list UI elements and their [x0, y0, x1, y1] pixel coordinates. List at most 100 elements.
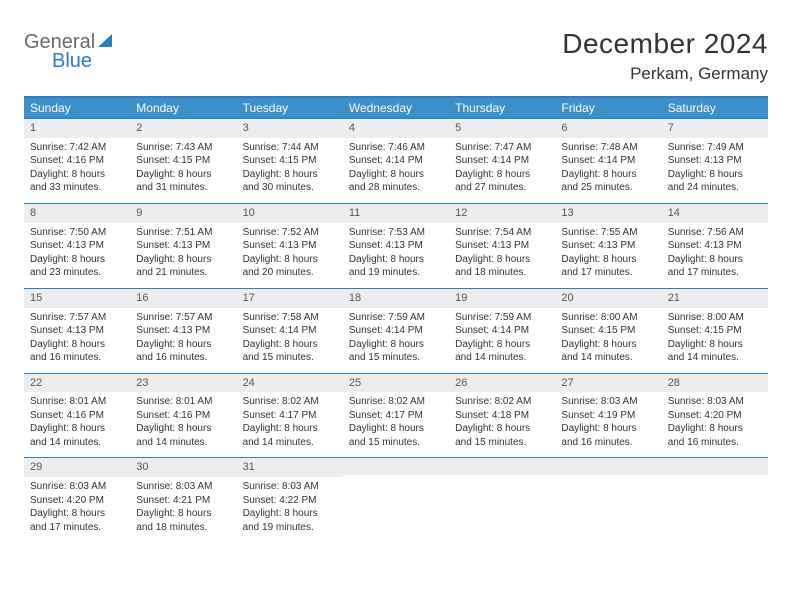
- day-number: 1: [24, 119, 130, 138]
- sunrise-text: Sunrise: 7:57 AM: [136, 311, 230, 325]
- day-cell: 30Sunrise: 8:03 AMSunset: 4:21 PMDayligh…: [130, 458, 236, 542]
- sunrise-text: Sunrise: 8:01 AM: [30, 395, 124, 409]
- day-number: 29: [24, 458, 130, 477]
- empty-day-body: [555, 475, 661, 529]
- sunrise-text: Sunrise: 7:54 AM: [455, 226, 549, 240]
- day-number: 4: [343, 119, 449, 138]
- day-body: Sunrise: 7:54 AMSunset: 4:13 PMDaylight:…: [449, 223, 555, 288]
- sunset-text: Sunset: 4:14 PM: [455, 324, 549, 338]
- day-number: 17: [237, 289, 343, 308]
- sunset-text: Sunset: 4:15 PM: [561, 324, 655, 338]
- sunset-text: Sunset: 4:14 PM: [349, 324, 443, 338]
- day-cell: 18Sunrise: 7:59 AMSunset: 4:14 PMDayligh…: [343, 288, 449, 373]
- day-cell: 17Sunrise: 7:58 AMSunset: 4:14 PMDayligh…: [237, 288, 343, 373]
- day-cell: 15Sunrise: 7:57 AMSunset: 4:13 PMDayligh…: [24, 288, 130, 373]
- day-body: Sunrise: 7:43 AMSunset: 4:15 PMDaylight:…: [130, 138, 236, 203]
- sunset-text: Sunset: 4:20 PM: [30, 494, 124, 508]
- day-number: 8: [24, 204, 130, 223]
- day-cell: 6Sunrise: 7:48 AMSunset: 4:14 PMDaylight…: [555, 119, 661, 204]
- day-body: Sunrise: 7:51 AMSunset: 4:13 PMDaylight:…: [130, 223, 236, 288]
- sunset-text: Sunset: 4:18 PM: [455, 409, 549, 423]
- day-number: 27: [555, 374, 661, 393]
- sunrise-text: Sunrise: 7:42 AM: [30, 141, 124, 155]
- daylight-text: Daylight: 8 hours and 23 minutes.: [30, 253, 124, 280]
- daylight-text: Daylight: 8 hours and 14 minutes.: [561, 338, 655, 365]
- sunset-text: Sunset: 4:15 PM: [136, 154, 230, 168]
- day-cell: 26Sunrise: 8:02 AMSunset: 4:18 PMDayligh…: [449, 373, 555, 458]
- empty-day-number: [662, 458, 768, 475]
- day-body: Sunrise: 7:59 AMSunset: 4:14 PMDaylight:…: [343, 308, 449, 373]
- logo-text: General Blue: [24, 32, 115, 71]
- header: General Blue December 2024 Perkam, Germa…: [24, 28, 768, 84]
- day-number: 28: [662, 374, 768, 393]
- sunset-text: Sunset: 4:14 PM: [349, 154, 443, 168]
- day-number: 12: [449, 204, 555, 223]
- day-body: Sunrise: 8:03 AMSunset: 4:20 PMDaylight:…: [662, 392, 768, 457]
- dow-sunday: Sunday: [24, 97, 130, 119]
- daylight-text: Daylight: 8 hours and 15 minutes.: [349, 422, 443, 449]
- sunrise-text: Sunrise: 7:53 AM: [349, 226, 443, 240]
- sunrise-text: Sunrise: 7:43 AM: [136, 141, 230, 155]
- day-cell: 29 Sunrise: 8:03 AMSunset: 4:20 PMDayligh…: [24, 458, 130, 542]
- day-body: Sunrise: 7:44 AMSunset: 4:15 PMDaylight:…: [237, 138, 343, 203]
- day-cell: 14Sunrise: 7:56 AMSunset: 4:13 PMDayligh…: [662, 203, 768, 288]
- day-cell: 2Sunrise: 7:43 AMSunset: 4:15 PMDaylight…: [130, 119, 236, 204]
- daylight-text: Daylight: 8 hours and 17 minutes.: [30, 507, 124, 534]
- sunrise-text: Sunrise: 8:00 AM: [668, 311, 762, 325]
- sunrise-text: Sunrise: 8:03 AM: [30, 480, 124, 494]
- day-number: 10: [237, 204, 343, 223]
- sunrise-text: Sunrise: 8:03 AM: [243, 480, 337, 494]
- daylight-text: Daylight: 8 hours and 17 minutes.: [561, 253, 655, 280]
- day-cell: 23Sunrise: 8:01 AMSunset: 4:16 PMDayligh…: [130, 373, 236, 458]
- day-cell: 28Sunrise: 8:03 AMSunset: 4:20 PMDayligh…: [662, 373, 768, 458]
- sunrise-text: Sunrise: 7:46 AM: [349, 141, 443, 155]
- day-cell: 31Sunrise: 8:03 AMSunset: 4:22 PMDayligh…: [237, 458, 343, 542]
- sunrise-text: Sunrise: 7:50 AM: [30, 226, 124, 240]
- day-number: 20: [555, 289, 661, 308]
- day-number: 13: [555, 204, 661, 223]
- daylight-text: Daylight: 8 hours and 16 minutes.: [136, 338, 230, 365]
- daylight-text: Daylight: 8 hours and 16 minutes.: [668, 422, 762, 449]
- day-cell: [662, 458, 768, 542]
- day-cell: 12Sunrise: 7:54 AMSunset: 4:13 PMDayligh…: [449, 203, 555, 288]
- day-body: Sunrise: 7:47 AMSunset: 4:14 PMDaylight:…: [449, 138, 555, 203]
- week-row: 29Sunrise: 8:03 AMSunset: 4:20 PMDayligh…: [24, 458, 768, 542]
- day-body: Sunrise: 7:59 AMSunset: 4:14 PMDaylight:…: [449, 308, 555, 373]
- dow-wednesday: Wednesday: [343, 97, 449, 119]
- day-cell: 22Sunrise: 8:01 AMSunset: 4:16 PMDayligh…: [24, 373, 130, 458]
- day-number: 21: [662, 289, 768, 308]
- day-cell: 3Sunrise: 7:44 AMSunset: 4:15 PMDaylight…: [237, 119, 343, 204]
- day-body: Sunrise: 8:02 AMSunset: 4:17 PMDaylight:…: [343, 392, 449, 457]
- title-block: December 2024 Perkam, Germany: [562, 28, 768, 84]
- sunset-text: Sunset: 4:21 PM: [136, 494, 230, 508]
- day-body: Sunrise: 8:02 AMSunset: 4:18 PMDaylight:…: [449, 392, 555, 457]
- dow-saturday: Saturday: [662, 97, 768, 119]
- sail-icon: [97, 32, 115, 53]
- daylight-text: Daylight: 8 hours and 14 minutes.: [455, 338, 549, 365]
- day-number: 30: [130, 458, 236, 477]
- sunset-text: Sunset: 4:19 PM: [561, 409, 655, 423]
- day-body: Sunrise: 8:03 AMSunset: 4:21 PMDaylight:…: [130, 477, 236, 542]
- daylight-text: Daylight: 8 hours and 24 minutes.: [668, 168, 762, 195]
- daylight-text: Daylight: 8 hours and 27 minutes.: [455, 168, 549, 195]
- calendar-table: Sunday Monday Tuesday Wednesday Thursday…: [24, 96, 768, 542]
- sunrise-text: Sunrise: 7:59 AM: [455, 311, 549, 325]
- sunset-text: Sunset: 4:13 PM: [30, 324, 124, 338]
- day-number: 11: [343, 204, 449, 223]
- sunset-text: Sunset: 4:22 PM: [243, 494, 337, 508]
- sunset-text: Sunset: 4:13 PM: [668, 154, 762, 168]
- day-number: 16: [130, 289, 236, 308]
- day-body: Sunrise: 7:55 AMSunset: 4:13 PMDaylight:…: [555, 223, 661, 288]
- day-number: 23: [130, 374, 236, 393]
- day-cell: 16Sunrise: 7:57 AMSunset: 4:13 PMDayligh…: [130, 288, 236, 373]
- day-number: 15: [24, 289, 130, 308]
- sunset-text: Sunset: 4:17 PM: [243, 409, 337, 423]
- daylight-text: Daylight: 8 hours and 30 minutes.: [243, 168, 337, 195]
- sunset-text: Sunset: 4:16 PM: [30, 409, 124, 423]
- sunrise-text: Sunrise: 8:01 AM: [136, 395, 230, 409]
- sunrise-text: Sunrise: 8:03 AM: [668, 395, 762, 409]
- sunrise-text: Sunrise: 8:00 AM: [561, 311, 655, 325]
- day-body: Sunrise: 8:01 AMSunset: 4:16 PMDaylight:…: [130, 392, 236, 457]
- day-body: Sunrise: 8:00 AMSunset: 4:15 PMDaylight:…: [662, 308, 768, 373]
- week-row: 1Sunrise: 7:42 AMSunset: 4:16 PMDaylight…: [24, 119, 768, 204]
